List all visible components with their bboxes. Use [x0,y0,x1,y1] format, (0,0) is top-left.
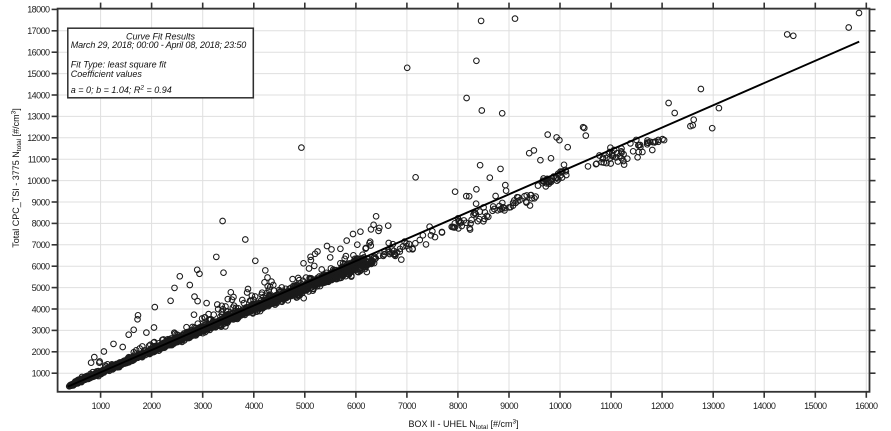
svg-text:3000: 3000 [32,326,50,336]
svg-text:17000: 17000 [27,26,50,36]
svg-text:14000: 14000 [753,401,776,411]
svg-text:4000: 4000 [245,401,263,411]
svg-text:18000: 18000 [27,5,50,15]
svg-text:7000: 7000 [398,401,416,411]
svg-text:16000: 16000 [27,48,50,58]
svg-text:12000: 12000 [651,401,674,411]
svg-text:14000: 14000 [27,90,50,100]
svg-text:10000: 10000 [27,176,50,186]
svg-text:13000: 13000 [702,401,725,411]
svg-text:Curve Fit Results: Curve Fit Results [126,32,196,42]
svg-text:13000: 13000 [27,112,50,122]
svg-text:2000: 2000 [143,401,161,411]
svg-text:9000: 9000 [500,401,518,411]
svg-text:Coefficient values: Coefficient values [71,69,143,79]
svg-text:7000: 7000 [32,240,50,250]
svg-text:1000: 1000 [92,401,110,411]
svg-text:12000: 12000 [27,133,50,143]
svg-text:11000: 11000 [28,155,50,165]
svg-text:BOX II - UHEL Ntotal [#/cm3]: BOX II - UHEL Ntotal [#/cm3] [409,419,519,431]
svg-text:6000: 6000 [347,401,365,411]
svg-text:8000: 8000 [32,219,50,229]
svg-text:11000: 11000 [600,401,622,411]
svg-text:10000: 10000 [549,401,572,411]
svg-text:March 29, 2018; 00:00 - April: March 29, 2018; 00:00 - April 08, 2018; … [71,40,247,50]
svg-text:9000: 9000 [32,197,50,207]
svg-text:Fit Type: least square fit: Fit Type: least square fit [71,60,167,70]
svg-text:5000: 5000 [32,283,50,293]
svg-text:5000: 5000 [296,401,314,411]
svg-text:4000: 4000 [32,304,50,314]
svg-text:15000: 15000 [27,69,50,79]
svg-text:1000: 1000 [32,369,50,379]
svg-text:15000: 15000 [804,401,827,411]
svg-text:3000: 3000 [194,401,212,411]
svg-text:16000: 16000 [855,401,878,411]
svg-text:2000: 2000 [32,347,50,357]
svg-text:8000: 8000 [449,401,467,411]
svg-text:6000: 6000 [32,262,50,272]
svg-text:a = 0; b = 1.04; R2 = 0.94: a = 0; b = 1.04; R2 = 0.94 [71,85,172,96]
